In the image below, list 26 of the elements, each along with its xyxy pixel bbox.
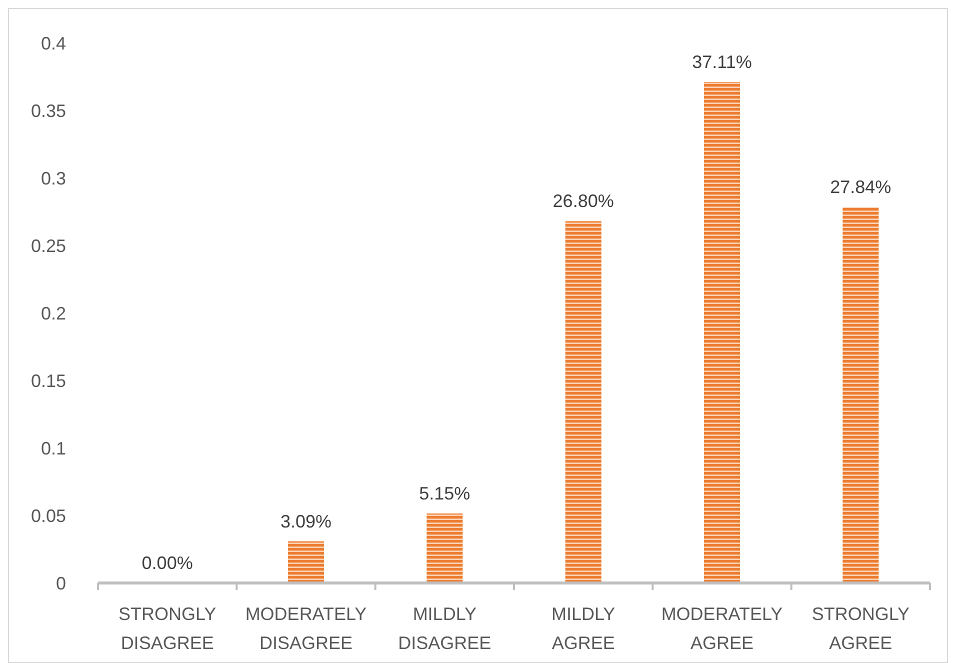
y-tick-label: 0.3 — [40, 168, 66, 188]
data-label: 37.11% — [692, 52, 752, 72]
y-tick-label: 0 — [56, 573, 66, 594]
x-tick-label: STRONGLY DISAGREE — [118, 604, 216, 653]
x-tick-label: MODERATELY DISAGREE — [245, 604, 367, 653]
y-tick-label: 0.4 — [40, 33, 66, 54]
y-tick-label: 0.05 — [30, 506, 66, 526]
data-label: 5.15% — [419, 483, 470, 504]
data-label: 3.09% — [280, 511, 332, 532]
x-tick-label: MODERATELY AGREE — [661, 604, 783, 653]
y-tick-label: 0.25 — [30, 236, 66, 256]
data-label: 0.00% — [142, 553, 193, 573]
bar — [426, 513, 463, 583]
bar — [842, 207, 879, 583]
y-tick-label: 0.15 — [30, 370, 66, 391]
data-label: 27.84% — [830, 177, 892, 198]
y-tick-label: 0.2 — [40, 303, 66, 324]
y-tick-label: 0.1 — [40, 438, 66, 458]
bar — [704, 82, 740, 583]
bar — [565, 221, 602, 583]
bar — [288, 541, 324, 583]
y-tick-label: 0.35 — [30, 100, 66, 121]
data-label: 26.80% — [552, 191, 614, 212]
x-tick-label: STRONGLY AGREE — [812, 604, 910, 653]
x-tick-label: MILDLY DISAGREE — [398, 604, 492, 653]
x-tick-label: MILDLY AGREE — [551, 604, 616, 653]
